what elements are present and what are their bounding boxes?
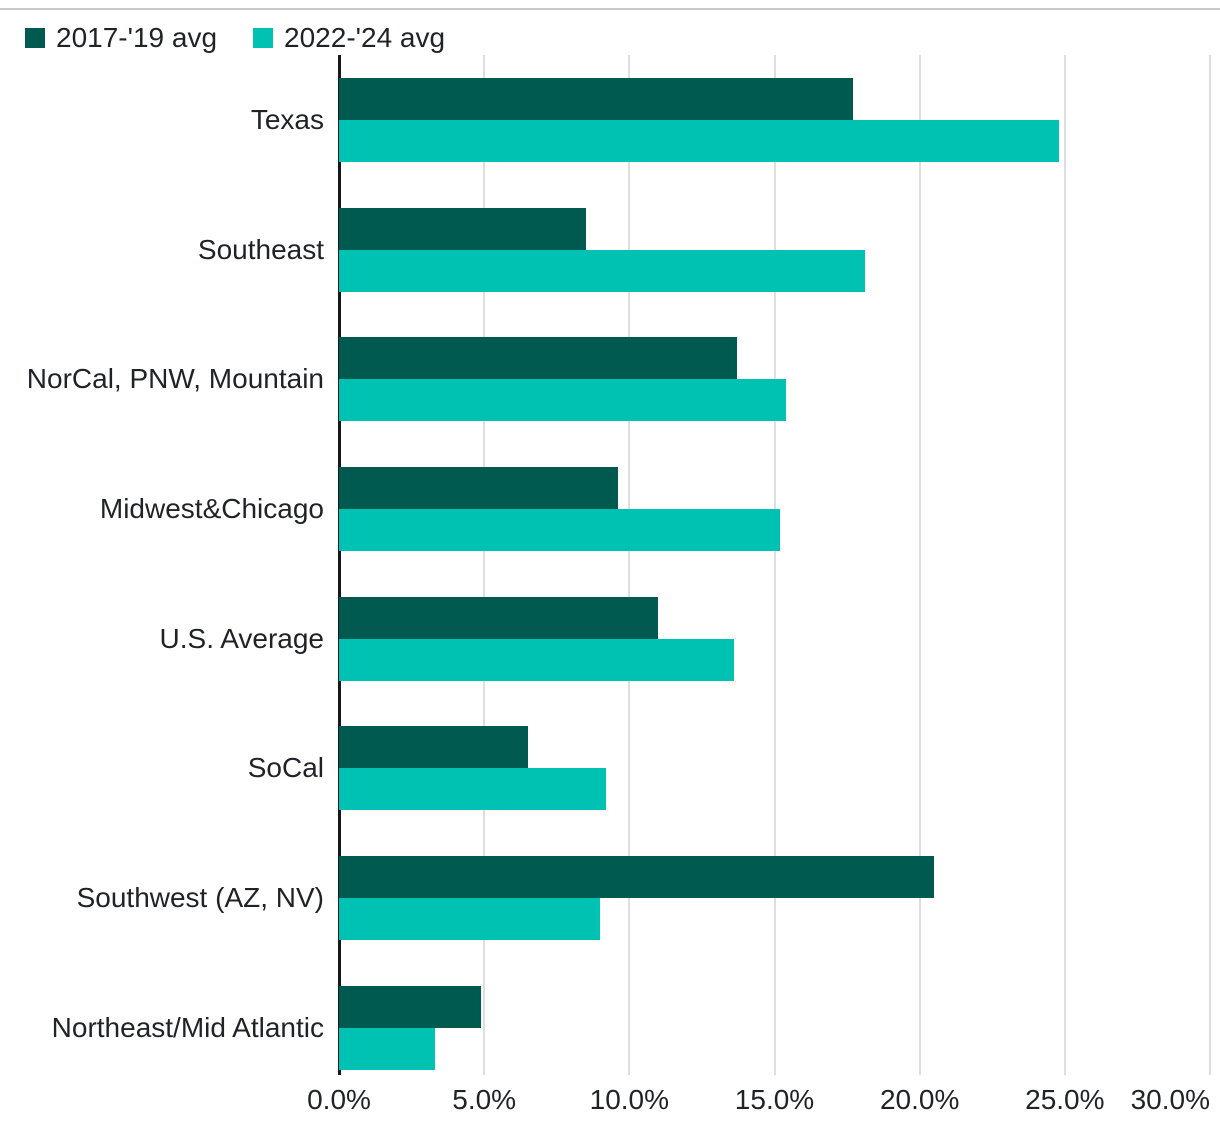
- x-axis-tick-label: 10.0%: [589, 1084, 670, 1115]
- bar-2017-19: [339, 337, 737, 380]
- category-label: NorCal, PNW, Mountain: [26, 363, 324, 395]
- bar-2017-19: [339, 726, 528, 769]
- bar-2022-24: [339, 120, 1060, 162]
- category-label: Northeast/Mid Atlantic: [51, 1011, 324, 1043]
- gridline: [1209, 55, 1211, 1075]
- bar-group: [339, 78, 1060, 162]
- bar-2017-19: [339, 855, 935, 898]
- category-label: Southwest (AZ, NV): [76, 881, 324, 913]
- bar-2022-24: [339, 638, 734, 681]
- bar-group: [339, 207, 865, 292]
- x-axis-tick-label: 15.0%: [734, 1084, 815, 1115]
- legend-item: 2022-'24 avg: [253, 22, 445, 54]
- legend-swatch-icon: [253, 28, 274, 48]
- gridline: [483, 55, 486, 1075]
- bar-2017-19: [339, 466, 618, 509]
- bar-group: [339, 726, 607, 811]
- gridline: [918, 55, 921, 1075]
- x-axis-tick-label: 30.0%: [1130, 1084, 1210, 1115]
- bar-2017-19: [339, 596, 659, 639]
- bar-2022-24: [339, 768, 607, 811]
- legend: 2017-'19 avg 2022-'24 avg: [25, 22, 445, 54]
- bar-2017-19: [339, 207, 586, 250]
- bar-group: [339, 466, 781, 551]
- x-axis-tick-label: 20.0%: [879, 1084, 960, 1115]
- bar-group: [339, 855, 935, 940]
- legend-item: 2017-'19 avg: [25, 22, 217, 54]
- category-label: Southeast: [197, 233, 324, 265]
- x-axis-tick-label: 5.0%: [452, 1084, 517, 1115]
- y-axis-line: [338, 55, 341, 1075]
- gridline: [628, 55, 631, 1075]
- legend-label: 2017-'19 avg: [56, 22, 218, 53]
- bar-group: [339, 337, 787, 422]
- plot-area: [338, 55, 1211, 1075]
- category-label: Midwest&Chicago: [99, 492, 324, 524]
- category-label: Texas: [250, 104, 324, 135]
- top-divider: [0, 8, 1220, 10]
- bar-2022-24: [339, 897, 601, 940]
- bar-2017-19: [339, 78, 853, 120]
- bar-2022-24: [339, 249, 865, 292]
- legend-label: 2022-'24 avg: [284, 22, 446, 53]
- bar-2022-24: [339, 1027, 435, 1070]
- gridline: [1063, 55, 1066, 1075]
- legend-swatch-icon: [25, 28, 45, 48]
- bar-2017-19: [339, 985, 482, 1028]
- x-axis-tick-label: 25.0%: [1025, 1084, 1105, 1115]
- bar-group: [339, 985, 482, 1070]
- category-label: SoCal: [247, 752, 324, 784]
- bar-2022-24: [339, 379, 787, 422]
- category-label: U.S. Average: [159, 622, 324, 654]
- gridline: [773, 55, 776, 1075]
- bar-group: [339, 596, 734, 681]
- x-axis-tick-label: 0.0%: [307, 1084, 371, 1115]
- bar-2022-24: [339, 508, 781, 551]
